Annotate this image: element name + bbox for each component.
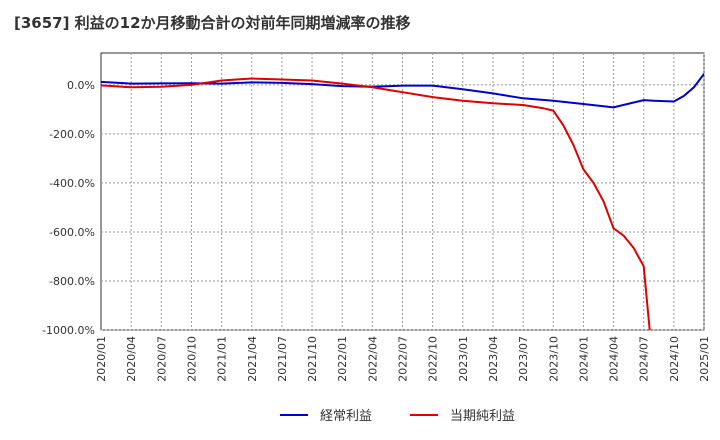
x-tick-label: 2024/10 — [668, 336, 681, 382]
x-tick-label: 2020/01 — [95, 336, 108, 382]
x-tick-label: 2022/07 — [397, 336, 410, 382]
legend: 経常利益 当期純利益 — [280, 409, 515, 424]
y-tick-label: -600.0% — [49, 226, 95, 239]
x-tick-label: 2024/07 — [638, 336, 651, 382]
y-tick-label: -1000.0% — [42, 324, 95, 337]
x-tick-label: 2023/04 — [487, 336, 500, 382]
x-tick-label: 2020/04 — [125, 336, 138, 382]
x-tick-label: 2022/10 — [427, 336, 440, 382]
y-tick-label: 0.0% — [67, 79, 95, 92]
chart-title: [3657] 利益の12か月移動合計の対前年同期増減率の推移 — [14, 14, 411, 32]
y-axis: 0.0% -200.0% -400.0% -600.0% -800.0% -1000.0% — [42, 79, 95, 337]
x-tick-label: 2024/01 — [577, 336, 590, 382]
y-tick-label: -200.0% — [49, 128, 95, 141]
x-tick-label: 2021/07 — [276, 336, 289, 382]
x-tick-label: 2020/10 — [185, 336, 198, 382]
x-tick-label: 2023/01 — [457, 336, 470, 382]
x-tick-label: 2020/07 — [155, 336, 168, 382]
series-line-1 — [101, 73, 704, 109]
x-tick-label: 2025/01 — [698, 336, 711, 382]
x-tick-label: 2024/04 — [608, 336, 621, 382]
y-tick-label: -400.0% — [49, 177, 95, 190]
legend-label-1: 経常利益 — [320, 409, 372, 424]
x-tick-label: 2023/10 — [547, 336, 560, 382]
legend-label-2: 当期純利益 — [450, 409, 515, 424]
x-tick-label: 2021/01 — [216, 336, 229, 382]
y-tick-label: -800.0% — [49, 275, 95, 288]
x-tick-label: 2021/04 — [246, 336, 259, 382]
x-tick-label: 2023/07 — [517, 336, 530, 382]
series-line-2 — [101, 77, 651, 330]
x-axis: 2020/01 2020/04 2020/07 2020/10 2021/01 2021/… — [95, 336, 711, 382]
x-tick-label: 2022/04 — [366, 336, 379, 382]
series-lines — [101, 73, 704, 330]
x-tick-label: 2022/01 — [336, 336, 349, 382]
plot-area — [100, 52, 705, 331]
x-tick-label: 2021/10 — [306, 336, 319, 382]
